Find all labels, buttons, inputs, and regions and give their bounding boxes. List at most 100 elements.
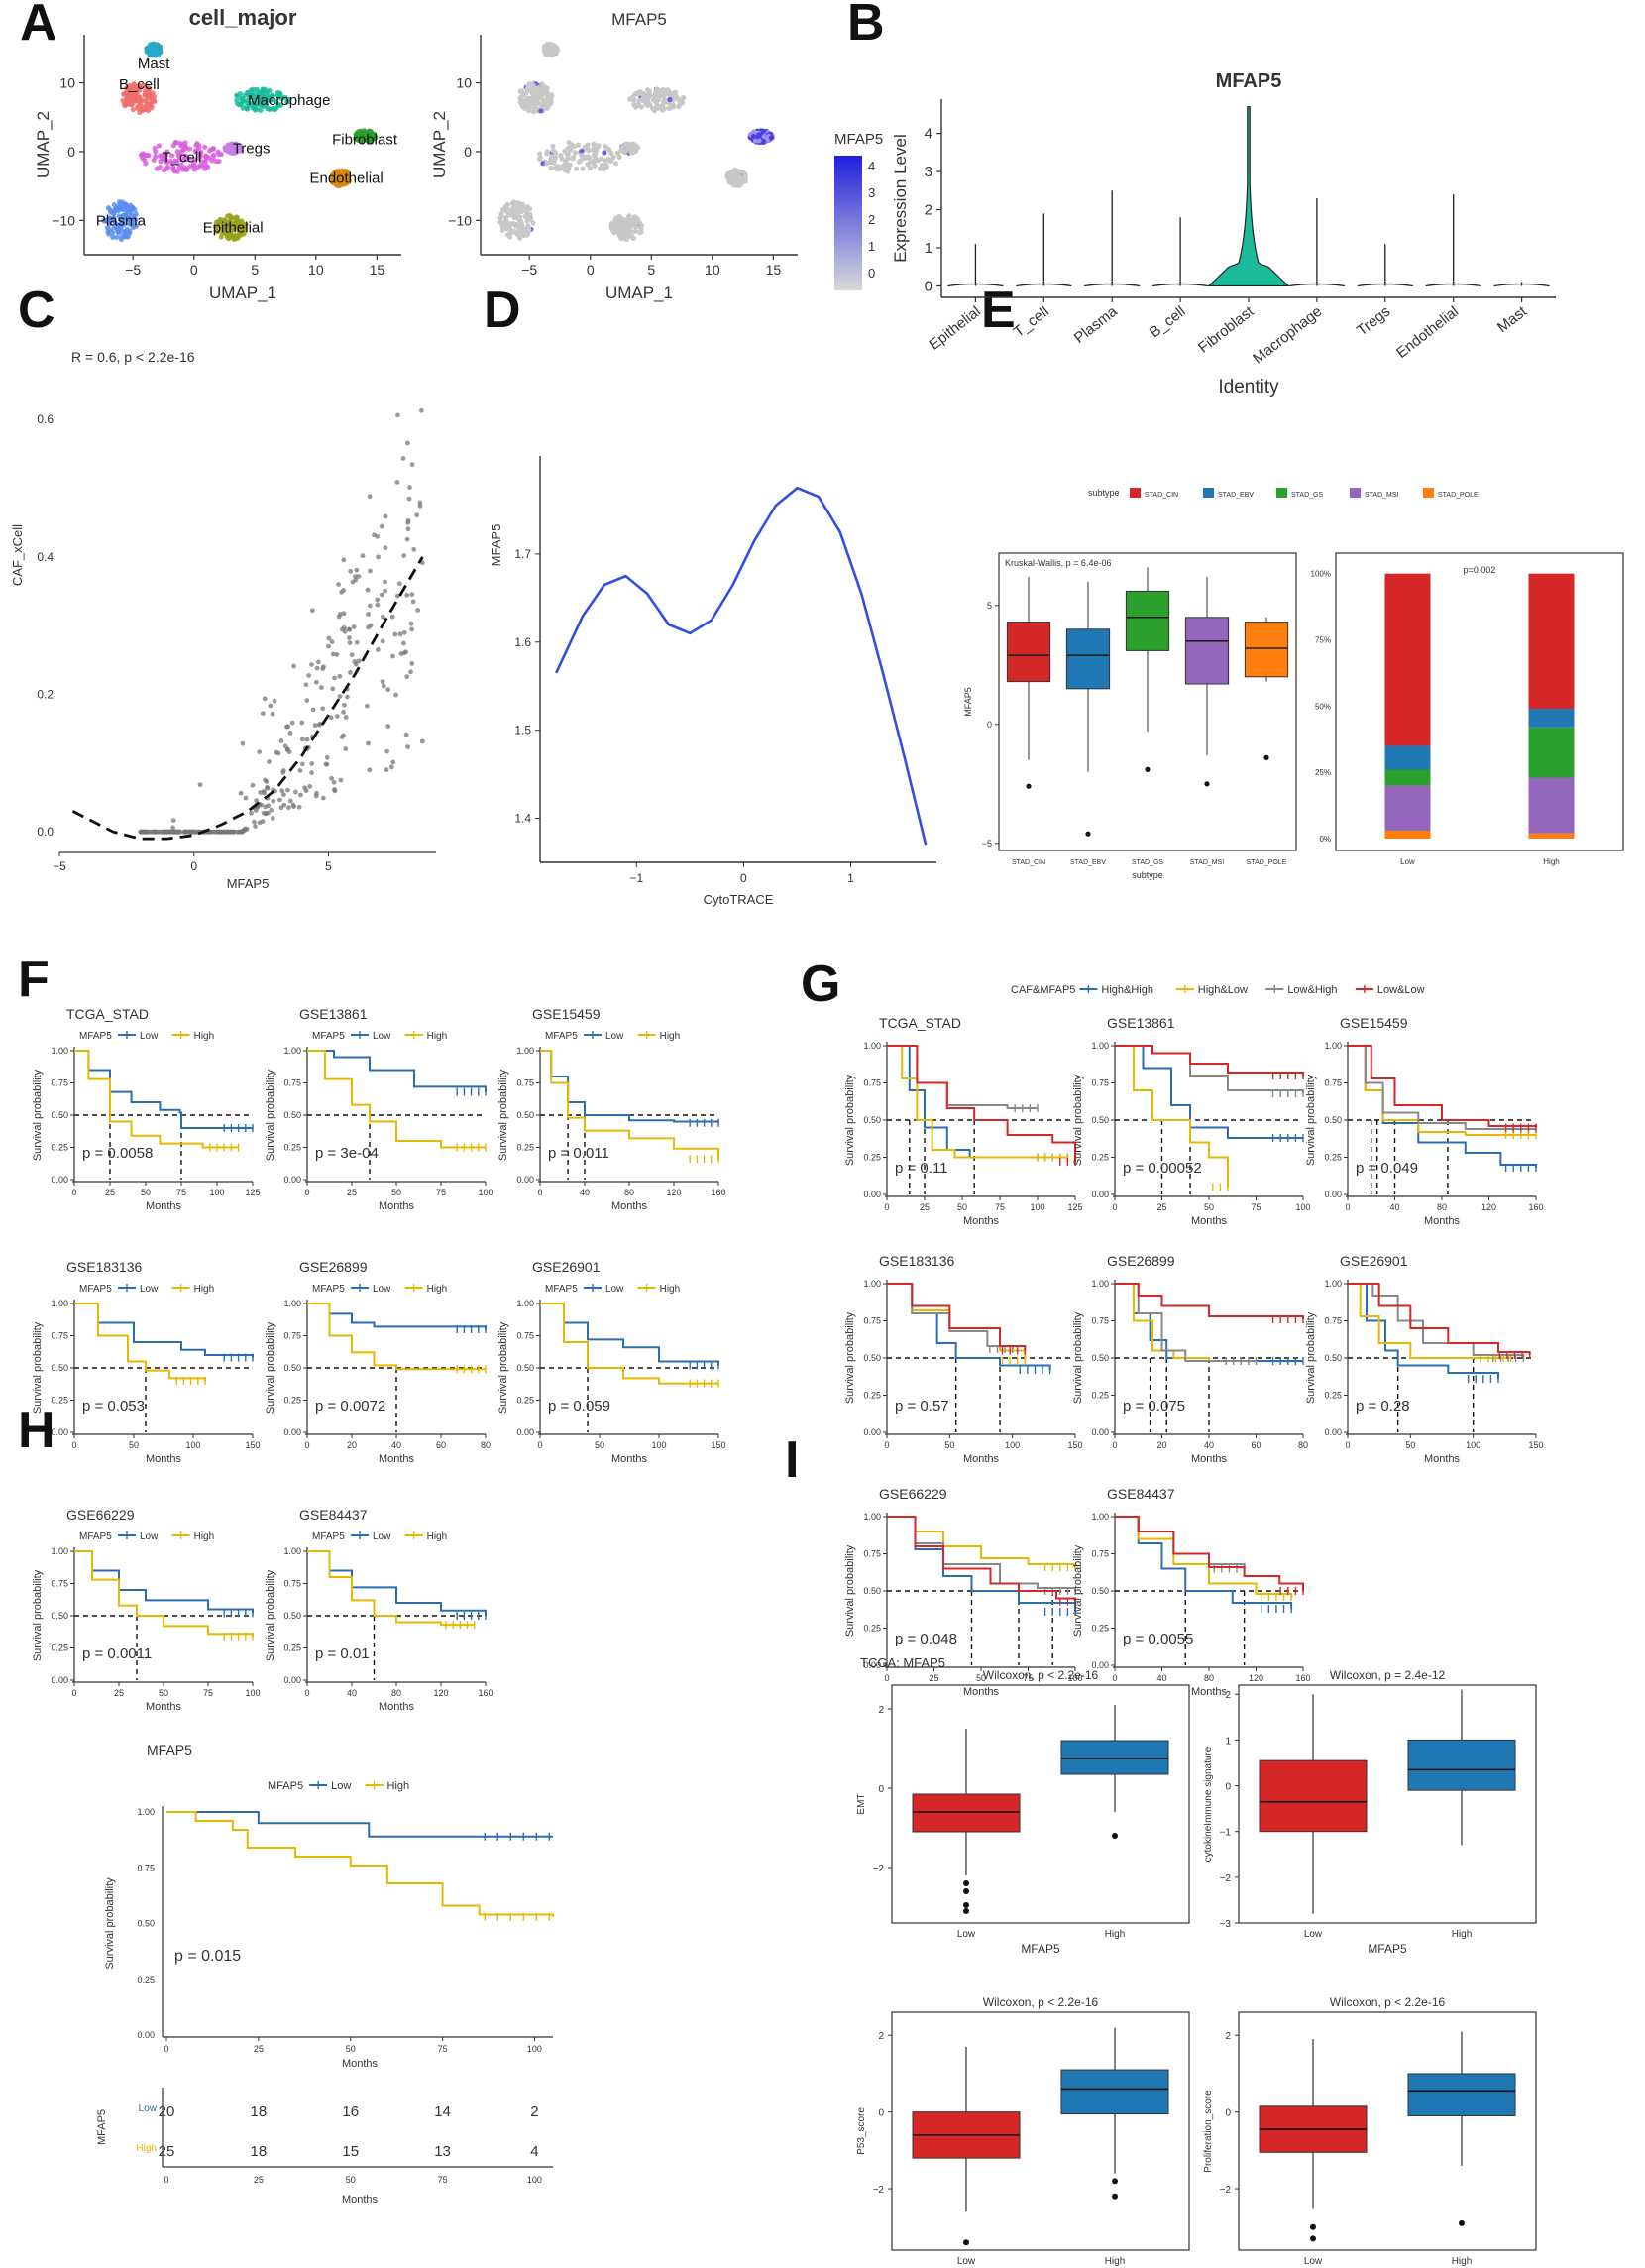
legend-label: High (660, 1031, 681, 1042)
x-axis-label: Months (1191, 1215, 1228, 1227)
scatter-point (409, 661, 415, 666)
y-tick-label: 0.50 (51, 1611, 68, 1621)
x-tick-label: 0 (884, 1673, 889, 1683)
y-tick-label: 0.25 (51, 1644, 68, 1653)
y-tick-label: −2 (873, 2185, 885, 2196)
panel-i-boxplot: −2 0 2 Wilcoxon, p < 2.2e-16 EMT MFAP5 Low High (856, 1668, 1190, 1956)
y-tick-label: 3 (925, 164, 932, 180)
panel-letter-g: G (801, 956, 840, 1013)
scatter-point (404, 592, 410, 598)
cell-point (164, 166, 169, 171)
legend-label: Low (373, 1031, 391, 1042)
plot-title: MFAP5 (147, 1742, 192, 1758)
x-tick-label: 0 (587, 262, 595, 278)
scatter-point (291, 663, 296, 669)
cell-point (499, 227, 505, 233)
chi-annotation: p=0.002 (1464, 565, 1496, 575)
x-tick-label: 125 (245, 1188, 260, 1197)
panel-g-km-plot: 0.00 0.25 0.50 0.75 1.00 0 25 50 75 100 125 Months S… (844, 1015, 1083, 1227)
cell-point (125, 203, 131, 209)
scatter-point (417, 503, 423, 509)
risk-count: 20 (159, 2103, 175, 2120)
cell-point (104, 225, 111, 231)
scatter-point (336, 582, 342, 587)
violin-mark (1288, 198, 1345, 287)
x-tick-label: Low (957, 2256, 976, 2267)
y-tick-label: 1.00 (863, 1041, 881, 1051)
scatter-point (304, 698, 310, 703)
box-outlier (1112, 2178, 1118, 2185)
scatter-point (397, 631, 403, 637)
box-outlier (963, 1908, 969, 1914)
cell-point (233, 236, 239, 242)
y-tick-label: 0.75 (1091, 1078, 1109, 1088)
y-tick-label: 0.75 (863, 1549, 881, 1559)
cell-point (612, 161, 619, 167)
x-tick-label: 25 (929, 1673, 938, 1683)
scatter-point (252, 819, 257, 825)
scatter-point (267, 759, 272, 764)
y-tick-label: 0.25 (516, 1396, 534, 1406)
x-tick-label: 50 (957, 1202, 967, 1212)
km-curve (74, 1303, 206, 1381)
scatter-point (299, 737, 305, 742)
scatter-point (348, 568, 354, 574)
scatter-point (261, 788, 267, 794)
x-tick-label: Fibroblast (1195, 302, 1258, 356)
cell-point (545, 149, 551, 155)
cell-point (151, 93, 158, 100)
p-value: p = 0.01 (315, 1645, 370, 1662)
cell-point (129, 90, 135, 96)
cell-point (623, 142, 630, 148)
km-curve (307, 1550, 475, 1627)
cell-point (151, 98, 158, 104)
y-tick-label: 100% (1311, 570, 1331, 579)
x-tick-label: Plasma (1071, 302, 1121, 347)
cell-point (118, 224, 124, 230)
x-tick-label: 0 (304, 1688, 309, 1698)
cell-point (532, 105, 538, 111)
cell-point (129, 85, 135, 91)
plot-frame (891, 2011, 1190, 2251)
y-tick-label: 1.00 (1324, 1041, 1342, 1051)
risk-count: 2 (530, 2103, 538, 2120)
cell-point (531, 83, 537, 89)
scatter-point (346, 626, 352, 632)
scatter-point (293, 789, 298, 795)
y-tick-label: 0.50 (863, 1586, 881, 1596)
x-tick-label: STAD_POLE (1247, 859, 1287, 866)
scatter-point (408, 621, 414, 626)
y-tick-label: −10 (52, 212, 75, 228)
scatter-point (326, 635, 332, 641)
y-tick-label: 25% (1315, 768, 1331, 777)
panel-f-km-plot: 0.00 0.25 0.50 0.75 1.00 0 50 100 150 Months Survi… (497, 1259, 726, 1465)
legend-label: Low (140, 1284, 159, 1295)
cell-point (596, 143, 602, 149)
scatter-point (390, 653, 395, 659)
cell-point (510, 220, 516, 227)
scatter-point (152, 829, 158, 835)
scatter-point (390, 759, 396, 765)
scatter-point (259, 802, 264, 808)
scatter-point (140, 829, 146, 835)
x-tick-label: 100 (1030, 1202, 1044, 1212)
cell-point (106, 215, 113, 221)
p-value: p = 0.015 (174, 1948, 241, 1965)
scatter-point (253, 824, 258, 829)
x-tick-label: 40 (580, 1188, 590, 1197)
x-tick-label: 75 (436, 1188, 446, 1197)
cell-point (585, 162, 591, 168)
cell-point (585, 142, 591, 148)
cell-point (222, 218, 229, 224)
cell-point (619, 232, 626, 239)
box-outlier (1112, 1833, 1118, 1839)
x-axis-label: Months (342, 2194, 379, 2206)
scatter-point (281, 802, 287, 808)
cell-point (540, 85, 547, 91)
y-tick-label: 0.50 (863, 1353, 881, 1363)
panel-letter-a: A (20, 0, 57, 52)
box-outlier (1112, 2193, 1118, 2200)
plot-title: GSE26899 (299, 1259, 368, 1275)
x-tick-label: Macrophage (1250, 303, 1325, 368)
legend-tick-label: 1 (868, 239, 875, 254)
